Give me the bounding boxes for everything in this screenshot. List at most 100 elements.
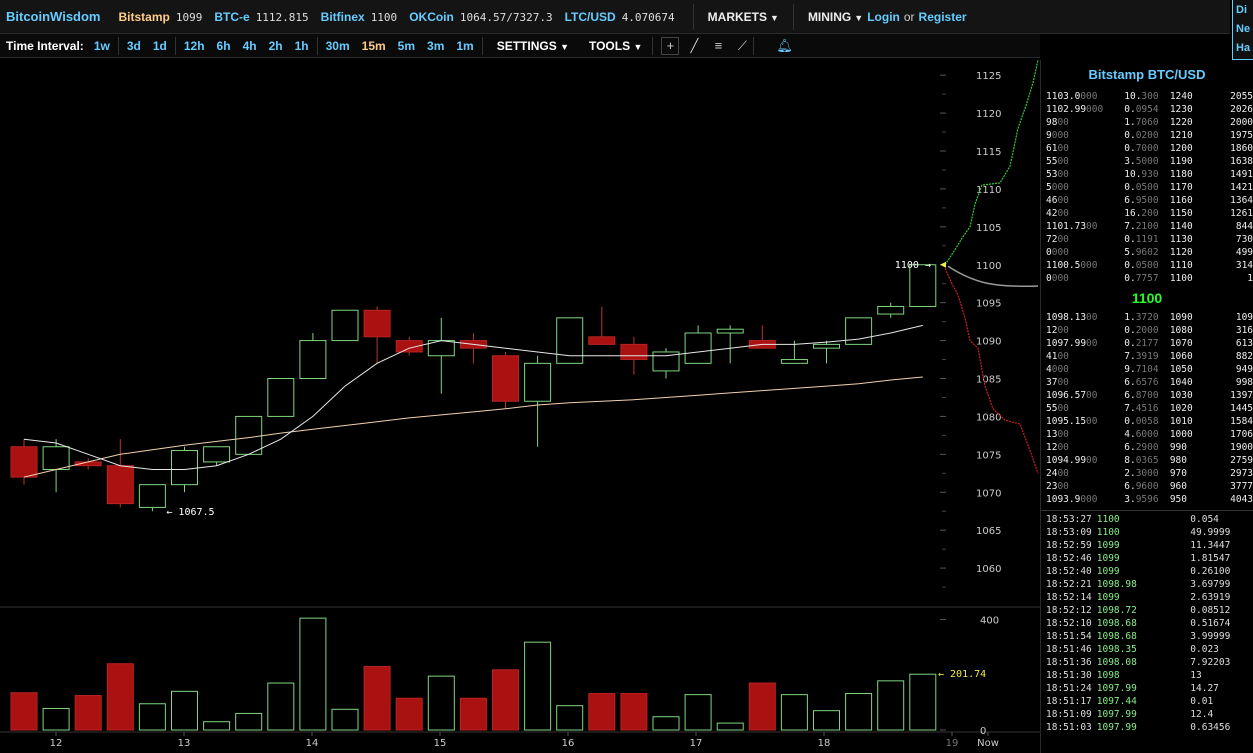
settings-label: SETTINGS bbox=[496, 38, 557, 53]
last-price-marker-icon bbox=[940, 261, 946, 268]
ticker-bitstamp[interactable]: Bitstamp 1099 bbox=[119, 10, 203, 24]
notice-item[interactable]: Di bbox=[1236, 4, 1247, 16]
interval-12h[interactable]: 12h bbox=[183, 38, 205, 53]
orderbook-row[interactable]: 1095.1500 0.0058 1010 1584 bbox=[1041, 415, 1253, 428]
orderbook-row[interactable]: 5500 7.4516 1020 1445 bbox=[1041, 402, 1253, 415]
row-price: 1100.5000 bbox=[1041, 259, 1124, 272]
orderbook-row[interactable]: 4000 9.7104 1050 949 bbox=[1041, 363, 1253, 376]
orderbook-row[interactable]: 5000 0.0500 1170 1421 bbox=[1041, 181, 1253, 194]
notice-item[interactable]: Ne bbox=[1236, 23, 1251, 35]
orderbook-row[interactable]: 1200 0.2000 1080 316 bbox=[1041, 324, 1253, 337]
orderbook-row[interactable]: 4200 16.200 1150 1261 bbox=[1041, 207, 1253, 220]
price-tick-label: 1090 bbox=[976, 337, 1001, 348]
trade-row: 18:53:27 1100 0.054 bbox=[1041, 513, 1253, 526]
interval-4h[interactable]: 4h bbox=[242, 38, 257, 53]
interval-1w[interactable]: 1w bbox=[93, 38, 110, 53]
amount-dim: 0500 bbox=[1135, 182, 1159, 193]
mining-menu[interactable]: MINING ▼ bbox=[808, 10, 863, 24]
orderbook-row[interactable]: 1103.0000 10.300 1240 2055 bbox=[1041, 90, 1253, 103]
row-total: 4043 bbox=[1230, 494, 1253, 505]
amount-main: 3. bbox=[1124, 156, 1136, 167]
price-main: 1097.99 bbox=[1046, 338, 1087, 349]
trade-row: 18:52:59 1099 11.3447 bbox=[1041, 539, 1253, 552]
row-price: 4000 bbox=[1041, 363, 1124, 376]
orderbook-row[interactable]: 5300 10.930 1180 1491 bbox=[1041, 168, 1253, 181]
interval-5m[interactable]: 5m bbox=[397, 38, 416, 53]
price-dim: 00 bbox=[1057, 169, 1069, 180]
orderbook-row[interactable]: 1096.5700 6.8700 1030 1397 bbox=[1041, 389, 1253, 402]
bell-icon[interactable]: 🔔︎ bbox=[776, 37, 793, 53]
interval-3d[interactable]: 3d bbox=[126, 38, 141, 53]
row-sum-price: 970 bbox=[1169, 468, 1187, 479]
row-sum-price: 1010 bbox=[1169, 416, 1193, 427]
notice-item[interactable]: Ha bbox=[1236, 42, 1251, 54]
row-sum-price: 1090 bbox=[1169, 312, 1193, 323]
register-link[interactable]: Register bbox=[918, 9, 967, 24]
orderbook-row[interactable]: 6100 0.7000 1200 1860 bbox=[1041, 142, 1253, 155]
trade-row: 18:52:10 1098.68 0.51674 bbox=[1041, 617, 1253, 630]
orderbook-row[interactable]: 1098.1300 1.3720 1090 109 bbox=[1041, 311, 1253, 324]
row-total: 109 bbox=[1235, 312, 1253, 323]
trade-price: 1099 bbox=[1096, 566, 1120, 577]
trade-price: 1099 bbox=[1096, 540, 1120, 551]
row-total: 1445 bbox=[1230, 403, 1253, 414]
volume-bar bbox=[716, 722, 744, 731]
markets-menu[interactable]: MARKETS ▼ bbox=[708, 10, 779, 24]
divider bbox=[1041, 510, 1253, 511]
volume-bar bbox=[106, 663, 134, 731]
line-tool-icon[interactable]: ╱ bbox=[690, 37, 699, 53]
row-price: 6100 bbox=[1041, 142, 1124, 155]
orderbook-row[interactable]: 4600 6.9500 1160 1364 bbox=[1041, 194, 1253, 207]
orderbook-row[interactable]: 0000 5.9602 1120 499 bbox=[1041, 246, 1253, 259]
ticker-okcoin[interactable]: OKCoin 1064.57/7327.3 bbox=[409, 10, 552, 24]
horizontal-lines-tool-icon[interactable]: ≡ bbox=[714, 38, 723, 53]
orderbook-row[interactable]: 4100 7.3919 1060 882 bbox=[1041, 350, 1253, 363]
price-main: 1093.9 bbox=[1046, 494, 1081, 505]
orderbook-row[interactable]: 1200 6.2900 990 1900 bbox=[1041, 441, 1253, 454]
amount-dim: 6000 bbox=[1135, 429, 1159, 440]
volume-bar bbox=[877, 680, 905, 731]
orderbook-row[interactable]: 9800 1.7060 1220 2000 bbox=[1041, 116, 1253, 129]
ticker-btce[interactable]: BTC-e 1112.815 bbox=[214, 10, 308, 24]
orderbook-row[interactable]: 1094.9900 8.0365 980 2759 bbox=[1041, 454, 1253, 467]
price-dim: 00 bbox=[1057, 377, 1069, 388]
divider bbox=[692, 3, 694, 30]
orderbook-row[interactable]: 1100.5000 0.0500 1110 314 bbox=[1041, 259, 1253, 272]
tools-menu[interactable]: TOOLS ▼ bbox=[589, 39, 642, 53]
orderbook-row[interactable]: 2400 2.3000 970 2973 bbox=[1041, 467, 1253, 480]
interval-6h[interactable]: 6h bbox=[216, 38, 231, 53]
chart-canvas[interactable]: 1060 1065 1070 1075 1080 1085 1090 1095 1100 1105… bbox=[0, 60, 1040, 753]
interval-3m[interactable]: 3m bbox=[427, 38, 445, 53]
interval-30m[interactable]: 30m bbox=[325, 38, 350, 53]
row-sum-price: 1120 bbox=[1169, 247, 1193, 258]
orderbook-row[interactable]: 1093.9000 3.9596 950 4043 bbox=[1041, 493, 1253, 506]
interval-2h[interactable]: 2h bbox=[268, 38, 283, 53]
orderbook-row[interactable]: 1300 4.6000 1000 1706 bbox=[1041, 428, 1253, 441]
price-main: 0 bbox=[1046, 247, 1052, 258]
fan-tool-icon[interactable]: ⟋ bbox=[737, 37, 747, 53]
trade-price: 1100 bbox=[1096, 527, 1120, 538]
interval-1d[interactable]: 1d bbox=[152, 38, 167, 53]
orderbook-row[interactable]: 9000 0.0200 1210 1975 bbox=[1041, 129, 1253, 142]
orderbook-row[interactable]: 5500 3.5000 1190 1638 bbox=[1041, 155, 1253, 168]
ticker-ltcusd[interactable]: LTC/USD 4.070674 bbox=[565, 10, 675, 24]
settings-menu[interactable]: SETTINGS ▼ bbox=[497, 39, 569, 53]
login-link[interactable]: Login bbox=[867, 9, 900, 24]
interval-15m[interactable]: 15m bbox=[361, 38, 386, 53]
crosshair-tool-icon[interactable]: + bbox=[661, 36, 680, 55]
orderbook-row[interactable]: 2300 6.9600 960 3777 bbox=[1041, 480, 1253, 493]
ticker-bitfinex[interactable]: Bitfinex 1100 bbox=[321, 10, 398, 24]
volume-bar bbox=[524, 641, 552, 731]
price-chart[interactable]: 1060 1065 1070 1075 1080 1085 1090 1095 1100 1105… bbox=[0, 60, 1040, 753]
site-logo[interactable]: BitcoinWisdom bbox=[6, 9, 101, 24]
orderbook-row[interactable]: 3700 6.6576 1040 998 bbox=[1041, 376, 1253, 389]
price-tick-label: 1060 bbox=[976, 564, 1001, 575]
row-price: 1101.7300 bbox=[1041, 220, 1124, 233]
orderbook-row[interactable]: 1102.99000 0.0954 1230 2026 bbox=[1041, 103, 1253, 116]
orderbook-row[interactable]: 7200 0.1191 1130 730 bbox=[1041, 233, 1253, 246]
orderbook-row[interactable]: 1101.7300 7.2100 1140 844 bbox=[1041, 220, 1253, 233]
interval-1h[interactable]: 1h bbox=[294, 38, 309, 53]
interval-1m[interactable]: 1m bbox=[456, 38, 474, 53]
orderbook-row[interactable]: 1097.9900 0.2177 1070 613 bbox=[1041, 337, 1253, 350]
orderbook-row[interactable]: 0000 0.7757 1100 1 bbox=[1041, 272, 1253, 285]
